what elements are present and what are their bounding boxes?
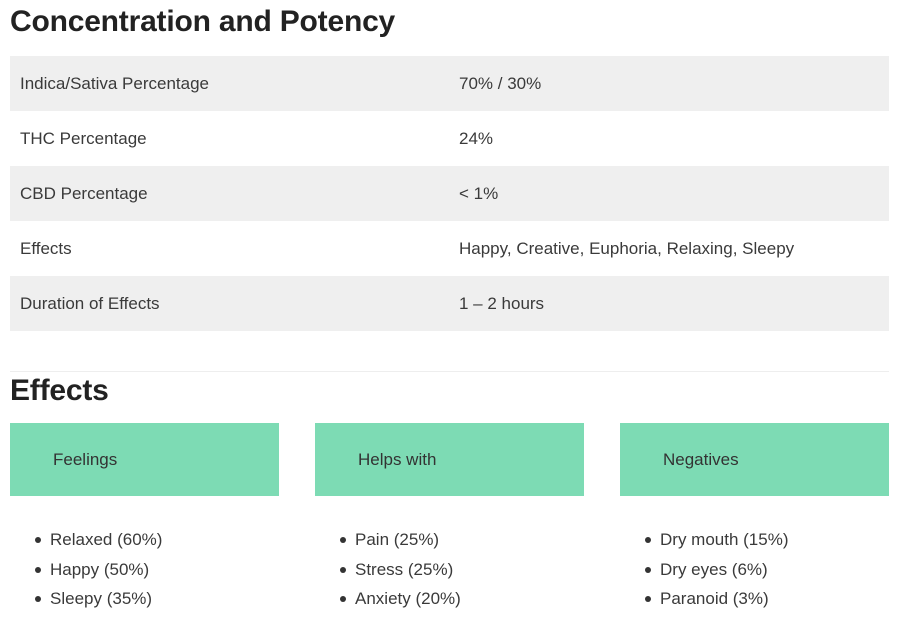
list-item: Sleepy (35%) [10, 589, 279, 619]
potency-table: Indica/Sativa Percentage 70% / 30% THC P… [10, 56, 889, 331]
list-item: Anxiety (20%) [315, 589, 584, 619]
row-label: Effects [10, 221, 449, 276]
effects-column-feelings: Feelings Relaxed (60%) Happy (50%) Sleep… [10, 423, 279, 619]
list-item: Dry mouth (15%) [620, 530, 889, 560]
list-item: Happy (50%) [10, 560, 279, 590]
list-item-text: Pain (25%) [355, 530, 440, 549]
effects-column-helps-with: Helps with Pain (25%) Stress (25%) Anxie… [315, 423, 584, 619]
list-item-text: Relaxed (60%) [50, 530, 163, 549]
bullet-icon [645, 537, 651, 543]
list-item-text: Dry mouth (15%) [660, 530, 789, 549]
bullet-icon [35, 537, 41, 543]
list-item: Pain (25%) [315, 530, 584, 560]
effects-section-title: Effects [10, 374, 109, 407]
row-label: CBD Percentage [10, 166, 449, 221]
bullet-icon [35, 596, 41, 602]
row-value: < 1% [449, 166, 889, 221]
table-row: Indica/Sativa Percentage 70% / 30% [10, 56, 889, 111]
bullet-icon [340, 537, 346, 543]
row-label: THC Percentage [10, 111, 449, 166]
row-value: 24% [449, 111, 889, 166]
table-row: THC Percentage 24% [10, 111, 889, 166]
effects-header-negatives: Negatives [620, 423, 889, 496]
row-value: Happy, Creative, Euphoria, Relaxing, Sle… [449, 221, 889, 276]
bullet-icon [340, 596, 346, 602]
table-row: CBD Percentage < 1% [10, 166, 889, 221]
list-item: Relaxed (60%) [10, 530, 279, 560]
effects-header-feelings: Feelings [10, 423, 279, 496]
table-row: Effects Happy, Creative, Euphoria, Relax… [10, 221, 889, 276]
list-item-text: Stress (25%) [355, 559, 454, 579]
row-label: Indica/Sativa Percentage [10, 56, 449, 111]
effects-list-helps-with: Pain (25%) Stress (25%) Anxiety (20%) [315, 530, 584, 619]
bullet-icon [35, 566, 41, 573]
effects-list-feelings: Relaxed (60%) Happy (50%) Sleepy (35%) [10, 530, 279, 619]
effects-list-negatives: Dry mouth (15%) Dry eyes (6%) Paranoid (… [620, 530, 889, 619]
potency-section-title: Concentration and Potency [10, 5, 396, 38]
table-row: Duration of Effects 1 – 2 hours [10, 276, 889, 331]
list-item-text: Dry eyes (6%) [660, 559, 768, 579]
bullet-icon [645, 566, 651, 573]
list-item-text: Anxiety (20%) [355, 589, 461, 608]
row-value: 1 – 2 hours [449, 276, 889, 331]
row-value: 70% / 30% [449, 56, 889, 111]
list-item: Stress (25%) [315, 560, 584, 590]
section-divider [10, 371, 889, 372]
list-item-text: Happy (50%) [50, 559, 150, 579]
bullet-icon [340, 566, 346, 573]
list-item-text: Paranoid (3%) [660, 589, 769, 608]
effects-header-helps-with: Helps with [315, 423, 584, 496]
row-label: Duration of Effects [10, 276, 449, 331]
list-item: Paranoid (3%) [620, 589, 889, 619]
effects-column-negatives: Negatives Dry mouth (15%) Dry eyes (6%) … [620, 423, 889, 619]
list-item-text: Sleepy (35%) [50, 589, 153, 608]
bullet-icon [645, 596, 651, 602]
list-item: Dry eyes (6%) [620, 560, 889, 590]
